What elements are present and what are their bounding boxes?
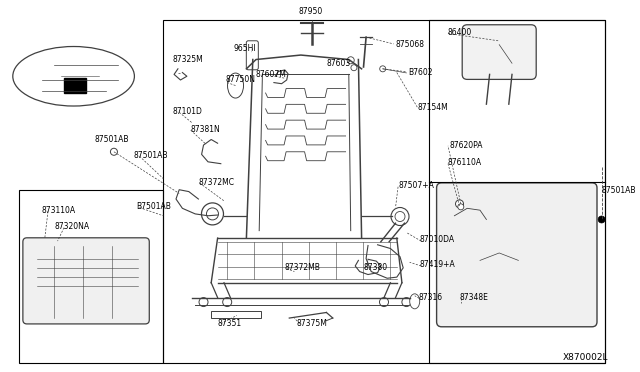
Circle shape — [458, 204, 464, 210]
Text: 87419+A: 87419+A — [419, 260, 455, 269]
Text: 876110A: 876110A — [448, 158, 482, 167]
Text: 87380: 87380 — [364, 263, 388, 272]
Text: 87381N: 87381N — [191, 125, 220, 134]
Bar — [163, 20, 605, 363]
Text: 87620PA: 87620PA — [449, 141, 483, 150]
Text: 87372MC: 87372MC — [198, 178, 234, 187]
Circle shape — [111, 148, 117, 155]
Text: X870002L: X870002L — [563, 353, 608, 362]
FancyBboxPatch shape — [462, 25, 536, 79]
FancyBboxPatch shape — [23, 238, 149, 324]
Text: 875068: 875068 — [396, 40, 424, 49]
Circle shape — [207, 208, 218, 220]
Text: 87607M: 87607M — [256, 70, 287, 79]
Text: 87372MB: 87372MB — [285, 263, 321, 272]
Text: 873110A: 873110A — [42, 206, 76, 215]
Bar — [211, 311, 261, 318]
Circle shape — [380, 298, 388, 307]
Circle shape — [395, 212, 405, 221]
Text: 87316: 87316 — [419, 293, 443, 302]
Text: 965HI: 965HI — [234, 44, 256, 53]
FancyBboxPatch shape — [436, 183, 597, 327]
Text: 86400: 86400 — [448, 28, 472, 37]
Text: 87501AB: 87501AB — [133, 151, 168, 160]
Circle shape — [202, 203, 223, 225]
Bar — [64, 78, 86, 93]
Ellipse shape — [13, 46, 134, 106]
Circle shape — [391, 208, 409, 225]
Text: 87501AB: 87501AB — [95, 135, 129, 144]
Circle shape — [402, 298, 411, 307]
Text: 87375M: 87375M — [296, 319, 327, 328]
Text: B7501AB: B7501AB — [136, 202, 171, 211]
FancyBboxPatch shape — [246, 41, 259, 70]
Circle shape — [348, 57, 354, 64]
Text: 87750N: 87750N — [225, 76, 255, 84]
Text: 87010DA: 87010DA — [419, 235, 454, 244]
Circle shape — [351, 65, 357, 71]
Ellipse shape — [410, 294, 420, 309]
Bar — [429, 20, 605, 363]
Text: 87351: 87351 — [218, 319, 242, 328]
Text: 87320NA: 87320NA — [54, 222, 90, 231]
Circle shape — [223, 298, 232, 307]
Ellipse shape — [228, 73, 243, 98]
Circle shape — [199, 298, 208, 307]
Text: 87348E: 87348E — [460, 293, 488, 302]
Text: 87507+A: 87507+A — [398, 182, 434, 190]
Circle shape — [598, 216, 605, 223]
Bar — [19, 190, 163, 363]
Circle shape — [380, 66, 386, 72]
Text: 87101D: 87101D — [173, 107, 203, 116]
Text: 87603: 87603 — [326, 59, 351, 68]
Text: 87325M: 87325M — [173, 55, 204, 64]
Circle shape — [456, 200, 463, 208]
Text: 87501AB: 87501AB — [602, 186, 636, 195]
Text: 87950: 87950 — [298, 7, 323, 16]
Text: B7602: B7602 — [408, 68, 433, 77]
Text: 87154M: 87154M — [418, 103, 449, 112]
Ellipse shape — [456, 294, 465, 307]
